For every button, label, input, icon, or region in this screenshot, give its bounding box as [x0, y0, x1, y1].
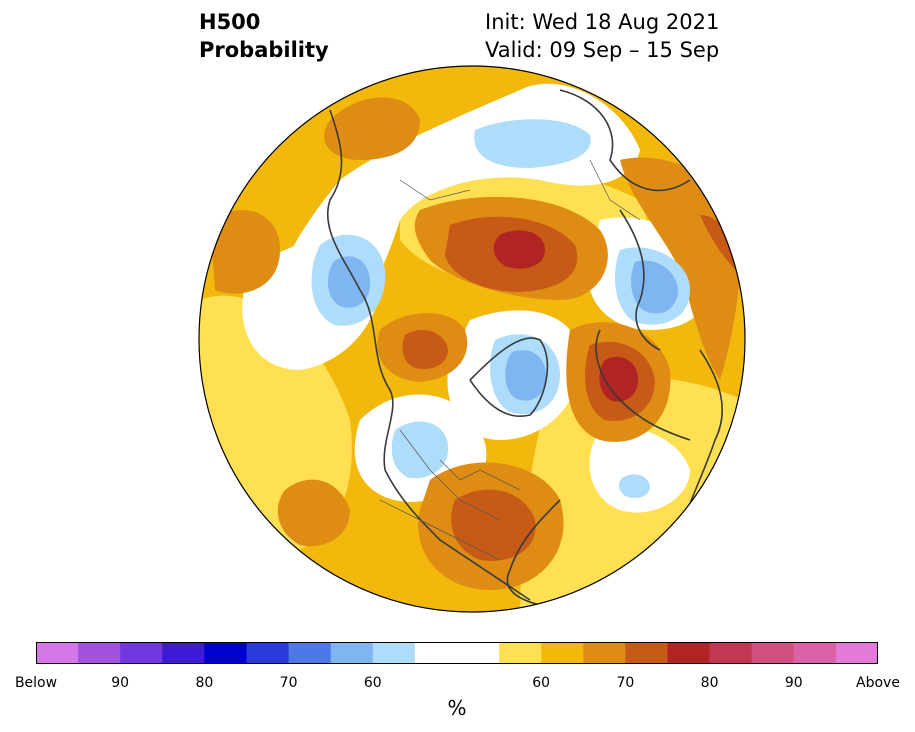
colorbar-swatch: [330, 642, 374, 664]
colorbar-tick-label: 70: [279, 675, 298, 691]
colorbar-tick-label: 80: [700, 675, 719, 691]
colorbar-swatch: [709, 642, 753, 664]
coastlines: [326, 89, 723, 606]
colorbar-swatch: [120, 642, 163, 664]
product-title: H500 Probability: [199, 8, 329, 64]
title-line-1: H500: [199, 10, 261, 34]
colorbar-tick-label: 90: [784, 675, 803, 691]
low-blue-canada: [391, 421, 449, 479]
colorbar-tick-label: Above: [856, 675, 900, 691]
colorbar-border: [36, 642, 878, 664]
colorbar-swatch: [246, 642, 290, 664]
high-orange-nw: [324, 97, 420, 160]
neutral-region-atlantic: [589, 427, 690, 513]
colorbar-tick-label: 90: [111, 675, 130, 691]
borders: [379, 159, 641, 561]
colorbar-tick-label: 70: [616, 675, 635, 691]
colorbar-swatch: [835, 642, 878, 664]
colorbar-swatch: [583, 642, 626, 664]
colorbar-tick-label: 60: [532, 675, 551, 691]
colorbar-swatch: [414, 642, 458, 664]
high-deeporange-usa: [451, 489, 536, 561]
core-red-alaska: [599, 356, 638, 402]
init-date: Init: Wed 18 Aug 2021: [485, 10, 720, 34]
colorbar: [36, 642, 878, 664]
colorbar-swatch: [625, 642, 668, 664]
map-boundary: [198, 65, 746, 613]
colorbar-swatch: [541, 642, 584, 664]
polar-map: [198, 65, 746, 613]
shading-layer: [199, 66, 745, 612]
low-medblue-greenland: [505, 350, 547, 401]
high-deeporange-europe: [402, 330, 448, 370]
colorbar-tick-label: Below: [14, 675, 58, 691]
low-blue-arctic: [474, 119, 591, 168]
title-line-2: Probability: [199, 38, 329, 62]
colorbar-swatch: [457, 642, 500, 664]
core-red-siberia: [493, 230, 545, 269]
valid-range: Valid: 09 Sep – 15 Sep: [485, 38, 720, 62]
colorbar-swatch: [78, 642, 121, 664]
colorbar-tick-label: 80: [195, 675, 214, 691]
high-orange-west: [210, 210, 280, 294]
colorbar-swatch: [499, 642, 542, 664]
colorbar-swatch: [288, 642, 332, 664]
colorbar-swatch: [667, 642, 711, 664]
colorbar-tick-label: 60: [363, 675, 382, 691]
date-info: Init: Wed 18 Aug 2021 Valid: 09 Sep – 15…: [485, 8, 719, 64]
colorbar-swatch: [751, 642, 795, 664]
low-medblue-pacific: [631, 260, 678, 314]
colorbar-unit: %: [447, 696, 467, 720]
colorbar-swatch: [372, 642, 416, 664]
probability-map-svg: [198, 65, 746, 613]
high-deeporange-ne-edge: [700, 215, 745, 280]
colorbar-swatch: [793, 642, 837, 664]
colorbar-swatch: [204, 642, 247, 664]
colorbar-swatch: [36, 642, 79, 664]
low-medblue-europe: [327, 256, 371, 308]
low-blue-atlantic: [618, 474, 650, 498]
high-orange-sw: [277, 479, 350, 547]
colorbar-swatch: [162, 642, 205, 664]
